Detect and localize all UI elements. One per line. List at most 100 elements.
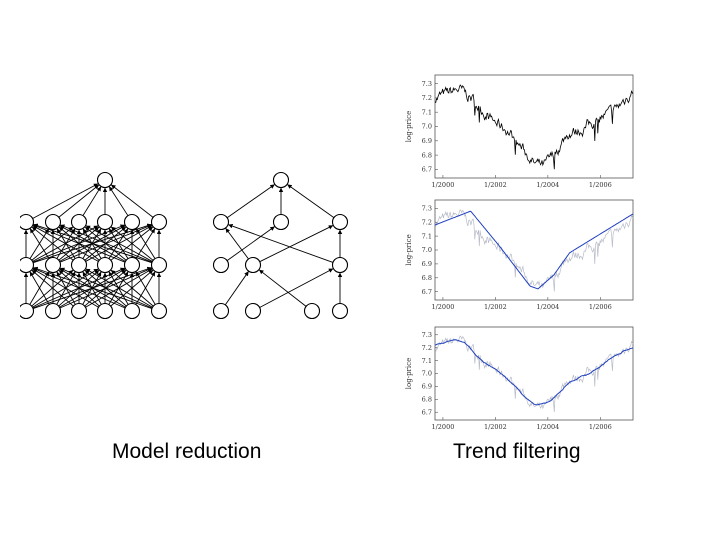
raw-price-plot: 7.3 7.2 7.1 7.0 6.9 6.8 6.7 log-price 1/2000 1/20… <box>405 74 634 189</box>
y-tick-label: 6.8 <box>422 151 432 159</box>
network-edge <box>32 267 126 309</box>
network-edge <box>31 269 74 307</box>
network-node <box>212 256 230 274</box>
x-tick-label: 1/2006 <box>589 181 612 189</box>
x-tick-label: 1/2000 <box>431 423 454 430</box>
network-edge <box>225 228 249 260</box>
network-edge <box>29 271 50 305</box>
y-tick-label: 7.2 <box>422 344 432 352</box>
network-edge <box>110 226 154 261</box>
y-tick-label: 7.2 <box>422 218 432 226</box>
network-node <box>212 302 230 320</box>
x-tick-label: 1/2002 <box>484 423 507 430</box>
reduced-network-diagram <box>212 171 349 320</box>
network-edge <box>85 268 153 308</box>
y-tick-label: 7.0 <box>422 246 432 254</box>
y-tick-label: 6.9 <box>422 383 432 391</box>
network-node <box>331 213 349 231</box>
y-tick-label: 7.1 <box>422 232 432 240</box>
network-edge <box>135 271 156 305</box>
y-tick-label: 7.2 <box>422 94 432 102</box>
network-node <box>331 256 349 274</box>
network-edge <box>287 184 335 219</box>
y-tick-label: 6.7 <box>422 166 432 174</box>
network-edge <box>226 226 275 261</box>
piecewise-linear-trend-plot: 7.3 7.2 7.1 7.0 6.9 6.8 6.7 log-price 1/2000 1/20… <box>405 199 634 311</box>
network-node <box>44 302 62 320</box>
network-edge <box>33 266 153 309</box>
network-node <box>17 256 35 274</box>
network-node <box>150 213 168 231</box>
network-edge <box>29 228 50 259</box>
network-node <box>70 256 88 274</box>
y-tick-label: 6.7 <box>422 288 432 296</box>
network-node <box>150 256 168 274</box>
network-node <box>17 302 35 320</box>
y-tick-label: 7.0 <box>422 370 432 378</box>
x-tick-label: 1/2006 <box>589 423 612 430</box>
model-reduction-caption: Model reduction <box>112 440 262 463</box>
y-tick-label: 7.1 <box>422 108 432 116</box>
trend-filtering-caption: Trend filtering <box>453 440 581 463</box>
network-node <box>123 256 141 274</box>
network-edge <box>33 223 153 264</box>
network-edge <box>111 184 154 218</box>
network-node <box>70 302 88 320</box>
network-node <box>123 302 141 320</box>
network-edge <box>33 224 126 263</box>
network-edge <box>226 184 275 219</box>
network-edge <box>32 268 99 308</box>
network-edge <box>60 224 153 263</box>
network-node <box>96 213 114 231</box>
network-edge <box>85 225 153 262</box>
network-edge <box>59 267 153 309</box>
network-node <box>150 302 168 320</box>
network-diagrams <box>17 160 380 330</box>
network-node <box>44 213 62 231</box>
x-tick-label: 1/2002 <box>484 181 507 189</box>
network-edge <box>224 271 249 306</box>
network-edge <box>31 226 74 261</box>
network-edge <box>82 186 102 216</box>
y-tick-label: 6.8 <box>422 274 432 282</box>
y-tick-label: 6.8 <box>422 396 432 404</box>
x-tick-label: 1/2000 <box>431 181 454 189</box>
network-edge <box>259 269 307 307</box>
network-node <box>212 213 230 231</box>
smooth-trend-plot: 7.3 7.2 7.1 7.0 6.9 6.8 6.7 log-price 1/2000 1/20… <box>405 326 634 431</box>
network-edge <box>259 268 334 308</box>
network-edge <box>135 228 156 259</box>
network-node <box>244 302 262 320</box>
y-axis-label: log-price <box>405 358 413 389</box>
network-edge <box>32 183 99 219</box>
network-node <box>96 302 114 320</box>
network-node <box>96 256 114 274</box>
network-edge <box>108 186 129 216</box>
network-node <box>272 213 290 231</box>
y-tick-label: 7.3 <box>422 205 432 213</box>
trend-plots: 7.3 7.2 7.1 7.0 6.9 6.8 6.7 log-price 1/2000 1/20… <box>395 70 640 431</box>
network-node <box>70 213 88 231</box>
x-tick-label: 1/2004 <box>536 423 559 430</box>
network-node <box>303 302 321 320</box>
x-tick-label: 1/2004 <box>536 303 559 311</box>
y-axis-label: log-price <box>405 111 413 142</box>
network-node <box>272 171 290 189</box>
dense-network-diagram <box>17 171 168 320</box>
x-tick-label: 1/2002 <box>484 303 507 311</box>
network-node <box>17 213 35 231</box>
network-edge <box>58 184 100 218</box>
y-tick-label: 7.0 <box>422 123 432 131</box>
network-node <box>44 256 62 274</box>
trend-series <box>434 339 633 406</box>
network-edge <box>228 224 334 263</box>
network-edge <box>110 269 154 307</box>
network-edge <box>32 225 99 262</box>
price-series-faint <box>434 335 634 413</box>
x-tick-label: 1/2000 <box>431 303 454 311</box>
trend-series <box>434 210 634 290</box>
y-tick-label: 6.9 <box>422 137 432 145</box>
network-node <box>96 171 114 189</box>
network-node <box>244 256 262 274</box>
x-tick-label: 1/2006 <box>589 303 612 311</box>
